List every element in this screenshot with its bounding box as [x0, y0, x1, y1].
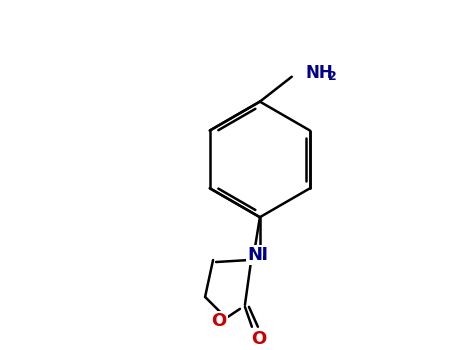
- Text: O: O: [251, 330, 267, 348]
- Text: 2: 2: [328, 70, 336, 83]
- Text: O: O: [212, 312, 227, 330]
- Text: N: N: [248, 246, 263, 264]
- Text: NH: NH: [306, 64, 334, 82]
- Text: N: N: [253, 246, 268, 264]
